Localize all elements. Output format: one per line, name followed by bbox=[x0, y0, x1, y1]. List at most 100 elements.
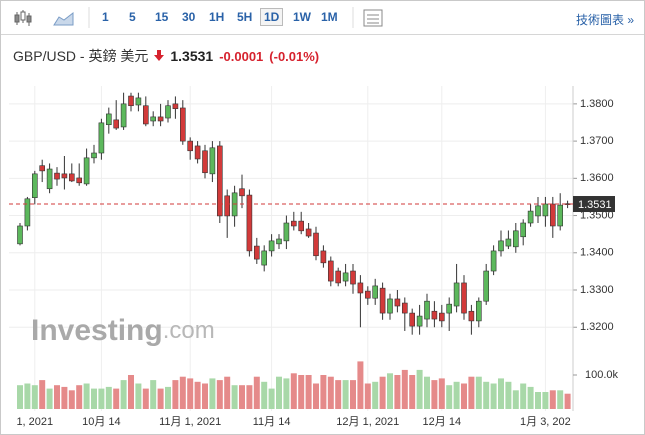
candle-body bbox=[527, 210, 534, 224]
interval-button[interactable]: 1W bbox=[293, 10, 311, 24]
candle-body bbox=[165, 105, 171, 119]
candle-body bbox=[69, 173, 75, 182]
down-arrow bbox=[154, 50, 165, 61]
x-tick-label: 1月 3, 202 bbox=[520, 416, 571, 428]
interval-button[interactable]: 1H bbox=[209, 10, 225, 24]
volume-bar bbox=[54, 385, 60, 409]
volume-bar bbox=[98, 388, 105, 409]
y-tick-label: 1.3400 bbox=[580, 247, 614, 259]
candle-body bbox=[98, 122, 105, 154]
candle-body bbox=[372, 285, 379, 299]
candle-body bbox=[438, 312, 445, 322]
candle-body bbox=[261, 250, 268, 266]
technical-chart-link[interactable]: 技術圖表 » bbox=[575, 13, 634, 27]
volume-bar bbox=[342, 380, 349, 409]
volume-bar bbox=[335, 380, 342, 409]
volume-bar bbox=[379, 376, 386, 409]
volume-bar bbox=[313, 383, 319, 409]
x-tick-label: 12月 1, 2021 bbox=[336, 416, 399, 428]
volume-bar bbox=[490, 383, 497, 409]
volume-bar bbox=[535, 392, 541, 409]
volume-bar bbox=[557, 390, 564, 409]
volume-bar bbox=[202, 383, 208, 409]
candle-body bbox=[424, 300, 430, 320]
interval-button[interactable]: 1 bbox=[102, 10, 109, 24]
interval-button[interactable]: 1D bbox=[260, 8, 284, 26]
candle-body bbox=[483, 270, 490, 302]
candle-body bbox=[172, 103, 179, 110]
interval-button[interactable]: 1M bbox=[321, 10, 338, 24]
candle-body bbox=[46, 168, 53, 190]
volume-bar bbox=[387, 373, 393, 409]
interval-button[interactable]: 5H bbox=[237, 10, 253, 24]
volume-bar bbox=[268, 388, 275, 409]
volume-bar bbox=[461, 383, 467, 409]
volume-bar bbox=[409, 375, 416, 409]
candle-body bbox=[549, 203, 556, 227]
candle-body bbox=[254, 245, 260, 260]
candle-body bbox=[320, 250, 327, 264]
candle-body bbox=[364, 290, 371, 299]
interval-button[interactable]: 30 bbox=[182, 10, 196, 24]
y-tick-label: 1.3800 bbox=[580, 98, 614, 110]
volume-bar bbox=[512, 390, 519, 409]
y-tick-label: 1.3200 bbox=[580, 321, 614, 333]
last-price-box bbox=[573, 196, 615, 213]
candle-body bbox=[557, 204, 564, 227]
candle-body bbox=[120, 103, 127, 128]
toolbar-icons bbox=[14, 7, 383, 28]
volume-bar bbox=[194, 381, 201, 409]
volume-bar bbox=[246, 385, 253, 409]
candle-body bbox=[520, 222, 527, 238]
volume-bar bbox=[179, 376, 186, 409]
volume-bar bbox=[239, 385, 245, 409]
candle-body bbox=[217, 145, 223, 217]
volume-bar bbox=[305, 375, 312, 409]
volume-bar bbox=[17, 385, 23, 409]
candle-body bbox=[475, 300, 482, 322]
candle-body bbox=[83, 157, 90, 185]
y-tick-label: 1.3700 bbox=[580, 135, 614, 147]
candle-body bbox=[542, 203, 549, 217]
volume-bar bbox=[320, 375, 327, 409]
watermark: Investing.com bbox=[31, 314, 215, 347]
candle-body bbox=[446, 303, 453, 314]
volume-bar bbox=[135, 383, 142, 409]
candle-body bbox=[401, 302, 408, 314]
volume-bar bbox=[46, 388, 53, 409]
candle-body bbox=[24, 198, 31, 227]
candle-body bbox=[357, 282, 364, 294]
volume-bar bbox=[446, 385, 453, 409]
volume-bar bbox=[209, 378, 216, 409]
candle-body bbox=[135, 97, 142, 106]
candle-body bbox=[461, 282, 467, 314]
x-tick-label: 11月 1, 2021 bbox=[159, 416, 221, 428]
volume-tick-label: 100.0k bbox=[585, 369, 619, 381]
volume-bar bbox=[68, 390, 75, 409]
volume-bar bbox=[475, 376, 482, 409]
plot: 1, 2021 10月 14 11月 1, 2021 11月 14 12月 1, 202… bbox=[9, 86, 619, 428]
volume-bar bbox=[165, 386, 171, 409]
volume-bar bbox=[224, 376, 231, 409]
volume-bar bbox=[416, 369, 423, 409]
y-tick-label: 1.3300 bbox=[580, 284, 614, 296]
candle-body bbox=[17, 225, 23, 245]
candle-body bbox=[143, 105, 149, 125]
interval-button[interactable]: 5 bbox=[129, 10, 136, 24]
title-row: GBP/USD - 英鎊 美元 1.3531 -0.0001 (-0.01%) bbox=[13, 46, 319, 66]
candle-body bbox=[431, 310, 438, 320]
volume-bar bbox=[24, 383, 31, 409]
volume-bar bbox=[31, 385, 38, 409]
volume-bar bbox=[283, 378, 290, 409]
candle-body bbox=[535, 205, 541, 217]
candle-body bbox=[31, 173, 38, 198]
volume-bar bbox=[542, 392, 549, 409]
x-tick-label: 1, 2021 bbox=[16, 416, 53, 428]
volume-bar bbox=[431, 380, 438, 409]
interval-button[interactable]: 15 bbox=[155, 10, 169, 24]
last-price: 1.3531 bbox=[170, 48, 214, 64]
candle-body bbox=[305, 228, 312, 237]
volume-bar bbox=[401, 369, 408, 409]
candle-body bbox=[61, 173, 68, 179]
